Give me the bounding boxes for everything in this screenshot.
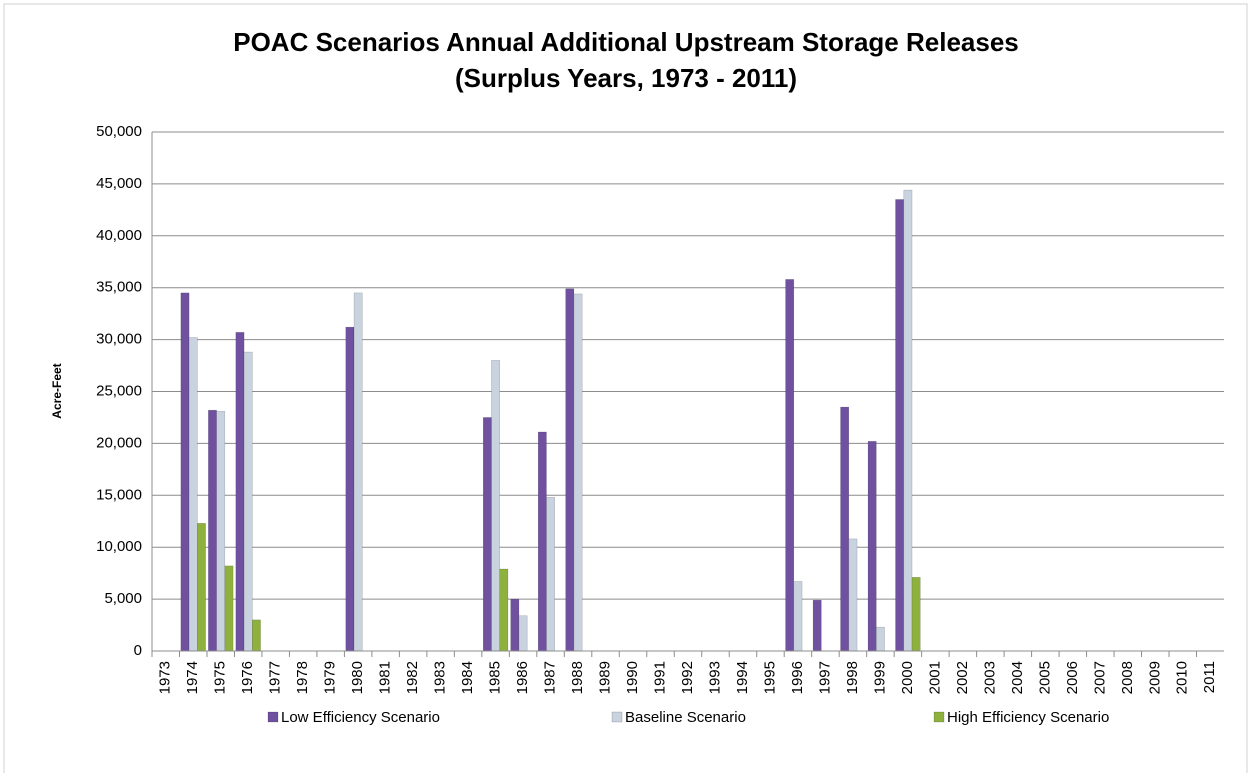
y-tick-label: 30,000 (96, 331, 142, 348)
x-tick-label: 2006 (1064, 661, 1081, 694)
x-tick-label: 2011 (1201, 661, 1218, 693)
x-tick-label: 2010 (1174, 661, 1191, 694)
y-tick-label: 25,000 (96, 382, 142, 399)
bar (876, 626, 885, 652)
x-tick-label: 1984 (459, 661, 476, 694)
x-tick-label: 1976 (239, 661, 256, 694)
x-tick-label: 1974 (184, 661, 201, 694)
x-tick-label: 1992 (679, 661, 696, 694)
x-tick-label: 2008 (1119, 661, 1136, 694)
x-tick-label: 1999 (871, 661, 888, 694)
x-tick-label: 1990 (624, 661, 641, 694)
x-tick-label: 1995 (761, 661, 778, 694)
legend-swatch (933, 711, 945, 723)
x-tick-label: 1991 (651, 661, 668, 694)
legend-label: High Efficiency Scenario (947, 709, 1109, 726)
bar (252, 619, 261, 652)
x-tick-label: 2002 (954, 661, 971, 694)
bar (188, 337, 198, 652)
bar (573, 293, 583, 652)
bar (216, 410, 226, 652)
bar (903, 189, 913, 652)
bar (785, 279, 795, 652)
bar (911, 577, 921, 652)
legend-swatch (611, 711, 623, 723)
bar (895, 199, 905, 652)
x-tick-label: 1973 (157, 661, 174, 694)
x-tick-label: 1986 (514, 661, 531, 694)
y-tick-label: 35,000 (96, 279, 142, 296)
bar (224, 565, 234, 652)
x-tick-label: 1978 (294, 661, 311, 694)
bar (235, 332, 245, 652)
legend-swatch (267, 711, 279, 723)
x-tick-label: 2007 (1091, 661, 1108, 694)
x-tick-label: 2004 (1009, 661, 1026, 694)
y-tick-label: 0 (134, 642, 142, 659)
x-tick-label: 2000 (899, 661, 916, 694)
y-tick-label: 5,000 (104, 590, 142, 607)
bar (793, 581, 803, 652)
x-tick-label: 1985 (487, 661, 504, 694)
x-tick-label: 1980 (349, 661, 366, 694)
bar (840, 406, 850, 652)
bar (208, 409, 217, 652)
bar (537, 431, 547, 652)
x-tick-label: 1988 (569, 661, 586, 694)
chart-frame (3, 3, 1248, 773)
bar (491, 360, 500, 652)
bar (565, 288, 575, 652)
x-tick-label: 1982 (404, 661, 421, 694)
chart-subtitle: (Surplus Years, 1973 - 2011) (455, 63, 797, 93)
x-tick-label: 2009 (1146, 661, 1163, 694)
x-tick-label: 1994 (734, 661, 751, 694)
bar (345, 326, 355, 652)
x-tick-label: 2003 (981, 661, 998, 694)
legend-label: Baseline Scenario (625, 709, 746, 726)
bar (482, 417, 492, 652)
x-tick-label: 1989 (597, 661, 614, 694)
bar (546, 497, 555, 652)
bar (848, 538, 858, 652)
x-tick-label: 1977 (267, 661, 284, 694)
bar (518, 615, 528, 652)
x-tick-label: 1979 (322, 661, 339, 694)
x-tick-label: 2005 (1036, 661, 1053, 694)
x-tick-label: 1996 (789, 661, 806, 694)
x-tick-label: 1993 (706, 661, 723, 694)
x-tick-label: 1975 (212, 661, 229, 694)
bar (353, 292, 363, 652)
bar (812, 599, 822, 652)
x-tick-label: 1998 (844, 661, 861, 694)
y-axis-label: Acre-Feet (50, 363, 64, 418)
bar (510, 598, 520, 652)
legend-label: Low Efficiency Scenario (281, 709, 440, 726)
bar (197, 523, 206, 652)
x-tick-label: 1981 (377, 661, 394, 694)
bar (867, 441, 877, 652)
bar (499, 568, 509, 652)
chart-title: POAC Scenarios Annual Additional Upstrea… (233, 27, 1019, 57)
y-tick-label: 40,000 (96, 227, 142, 244)
x-tick-label: 2001 (926, 661, 943, 694)
y-tick-label: 45,000 (96, 175, 142, 192)
x-tick-label: 1997 (816, 661, 833, 694)
bar (243, 351, 253, 652)
x-tick-label: 1983 (432, 661, 449, 694)
y-tick-label: 50,000 (96, 123, 142, 140)
bar (180, 292, 190, 652)
x-tick-label: 1987 (542, 661, 559, 694)
y-tick-label: 20,000 (96, 434, 142, 451)
y-tick-label: 10,000 (96, 538, 142, 555)
y-tick-label: 15,000 (96, 486, 142, 503)
